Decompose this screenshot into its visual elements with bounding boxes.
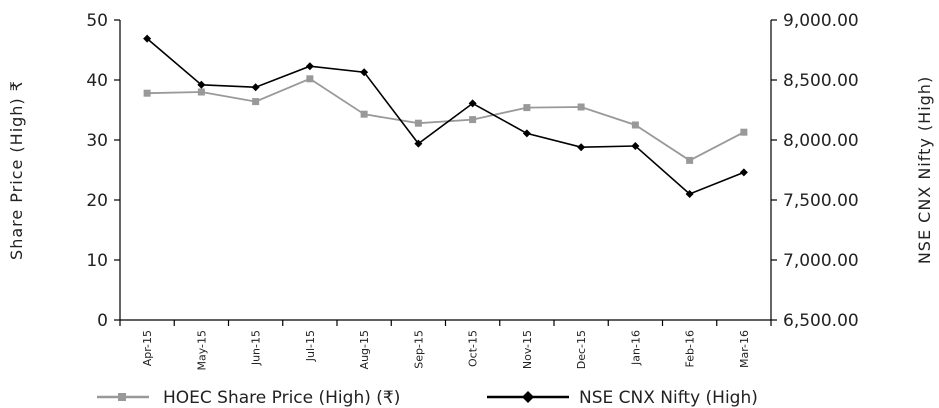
plot-area xyxy=(119,20,772,321)
data-point-hoec xyxy=(143,89,151,97)
left-tick-label: 50 xyxy=(86,11,108,31)
data-point-hoec xyxy=(197,88,205,96)
data-point-nifty xyxy=(739,168,748,177)
right-axis-ticks: 6,500.00 7,000.00 7,500.00 8,000.00 8,500.00… xyxy=(771,11,859,331)
category-label: Feb-16 xyxy=(684,330,697,367)
legend-item-nifty: NSE CNX Nifty (High) xyxy=(487,388,758,408)
legend-item-hoec: HOEC Share Price (High) (₹) xyxy=(97,388,400,408)
category-label: Apr-15 xyxy=(141,330,154,366)
series-line-hoec xyxy=(147,77,745,162)
category-label: Jan-16 xyxy=(629,330,642,366)
data-point-hoec xyxy=(252,98,260,106)
data-point-hoec xyxy=(631,121,639,129)
data-point-nifty xyxy=(360,68,369,77)
category-label: Oct-15 xyxy=(467,330,480,367)
right-tick-label: 6,500.00 xyxy=(783,311,859,331)
legend-label-nifty: NSE CNX Nifty (High) xyxy=(579,388,758,408)
category-label: Mar-16 xyxy=(738,330,751,368)
left-tick-label: 40 xyxy=(86,71,108,91)
category-label: Dec-15 xyxy=(575,330,588,369)
data-point-nifty xyxy=(197,80,206,89)
category-label: May-15 xyxy=(195,330,208,371)
data-point-hoec xyxy=(414,119,422,127)
left-tick-label: 10 xyxy=(86,251,108,271)
legend-label-hoec: HOEC Share Price (High) (₹) xyxy=(163,388,400,408)
data-point-nifty xyxy=(577,143,586,152)
x-axis-ticks: Apr-15 May-15 Jun-15 Jul-15 Aug-15 Sep-15 Oct-… xyxy=(119,320,772,371)
series-line-nifty xyxy=(146,37,745,195)
data-point-nifty xyxy=(414,139,423,148)
right-tick-label: 8,000.00 xyxy=(783,131,859,151)
right-tick-label: 7,500.00 xyxy=(783,191,859,211)
data-point-nifty xyxy=(631,142,640,150)
series-layer xyxy=(143,34,748,198)
right-tick-label: 8,500.00 xyxy=(783,71,859,91)
category-label: Aug-15 xyxy=(358,330,371,369)
data-point-nifty xyxy=(685,190,694,198)
data-point-hoec xyxy=(469,116,477,124)
legend-marker-diamond xyxy=(522,391,534,403)
data-point-hoec xyxy=(360,110,368,118)
category-label: Jul-15 xyxy=(304,330,317,362)
legend-marker-square xyxy=(118,393,126,401)
category-label: Jun-15 xyxy=(250,330,263,366)
left-tick-label: 0 xyxy=(97,311,108,331)
data-point-nifty xyxy=(251,83,260,92)
left-tick-label: 30 xyxy=(86,131,108,151)
right-tick-label: 9,000.00 xyxy=(783,11,859,31)
right-axis-title: NSE CNX Nifty (High) xyxy=(915,76,934,264)
data-point-nifty xyxy=(468,99,477,108)
category-label: Sep-15 xyxy=(412,330,425,369)
right-tick-label: 7,000.00 xyxy=(783,251,859,271)
data-point-hoec xyxy=(686,156,694,164)
category-label: Nov-15 xyxy=(521,330,534,369)
left-axis-title: Share Price (High) ₹ xyxy=(7,80,26,260)
left-tick-label: 20 xyxy=(86,191,108,211)
data-point-nifty xyxy=(522,129,531,138)
data-point-hoec xyxy=(740,128,748,136)
data-point-hoec xyxy=(523,104,531,112)
left-axis-ticks: 0 10 20 30 40 50 xyxy=(86,11,120,331)
data-point-hoec xyxy=(306,75,314,83)
data-point-hoec xyxy=(577,103,585,111)
data-point-nifty xyxy=(305,62,314,71)
legend: HOEC Share Price (High) (₹) NSE CNX Nift… xyxy=(97,388,758,408)
data-point-nifty xyxy=(143,34,152,43)
